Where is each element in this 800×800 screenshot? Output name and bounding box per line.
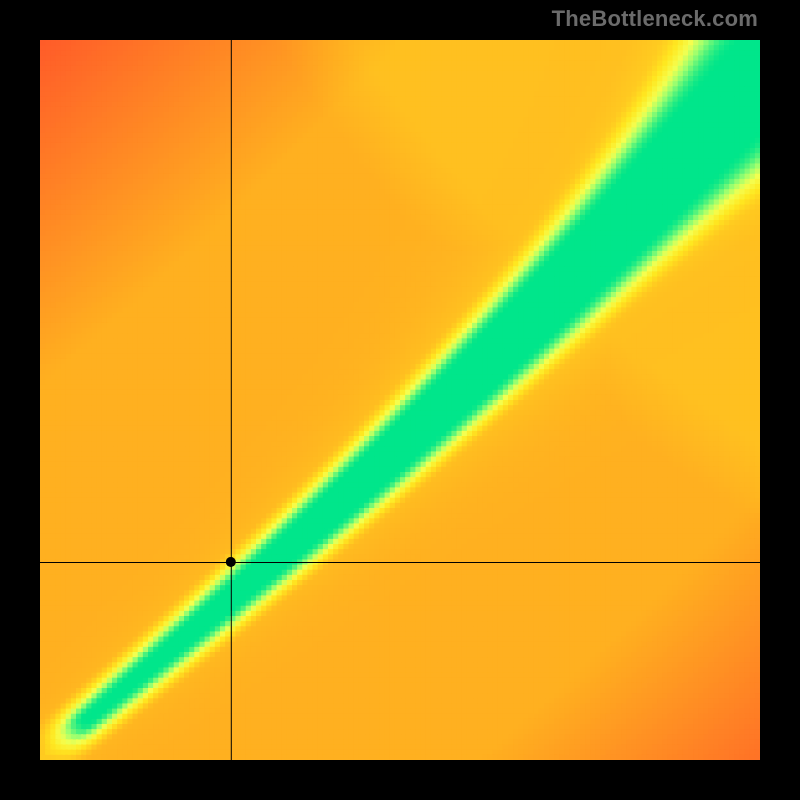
outer-frame: TheBottleneck.com	[0, 0, 800, 800]
heatmap-canvas	[40, 40, 760, 760]
watermark-text: TheBottleneck.com	[552, 6, 758, 32]
plot-area	[40, 40, 760, 760]
